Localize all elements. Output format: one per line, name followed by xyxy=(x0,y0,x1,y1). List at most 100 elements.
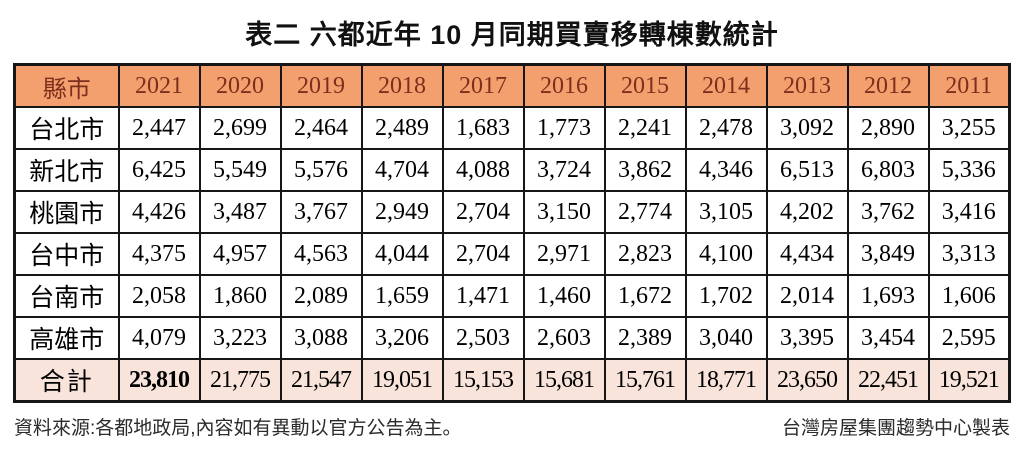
total-value-cell: 21,775 xyxy=(198,358,282,403)
value-cell: 2,489 xyxy=(360,106,444,150)
value-cell: 3,040 xyxy=(684,316,768,360)
value-cell: 1,693 xyxy=(846,274,930,318)
value-cell: 3,767 xyxy=(279,190,363,234)
table-title: 表二 六都近年 10 月同期買賣移轉棟數統計 xyxy=(245,20,779,50)
value-cell: 2,595 xyxy=(927,316,1011,360)
value-cell: 1,460 xyxy=(522,274,606,318)
value-cell: 4,375 xyxy=(117,232,201,276)
value-cell: 4,202 xyxy=(765,190,849,234)
value-cell: 2,058 xyxy=(117,274,201,318)
value-cell: 1,672 xyxy=(603,274,687,318)
year-header: 2013 xyxy=(765,63,849,108)
city-label: 高雄市 xyxy=(13,316,120,360)
value-cell: 3,762 xyxy=(846,190,930,234)
total-value-cell: 15,761 xyxy=(603,358,687,403)
value-cell: 3,487 xyxy=(198,190,282,234)
value-cell: 5,549 xyxy=(198,148,282,192)
year-header: 2021 xyxy=(117,63,201,108)
value-cell: 3,849 xyxy=(846,232,930,276)
year-header: 2016 xyxy=(522,63,606,108)
value-cell: 2,704 xyxy=(441,190,525,234)
statistics-table: 縣市 2021 2020 2019 2018 2017 2016 2015 20… xyxy=(13,63,1011,403)
credit-note: 台灣房屋集團趨勢中心製表 xyxy=(781,418,1010,439)
value-cell: 2,447 xyxy=(117,106,201,150)
table-row: 台南市 2,058 1,860 2,089 1,659 1,471 1,460 … xyxy=(13,274,1011,318)
value-cell: 3,255 xyxy=(927,106,1011,150)
corner-header: 縣市 xyxy=(13,63,120,108)
value-cell: 3,313 xyxy=(927,232,1011,276)
value-cell: 4,957 xyxy=(198,232,282,276)
value-cell: 2,089 xyxy=(279,274,363,318)
value-cell: 2,241 xyxy=(603,106,687,150)
total-value-cell: 23,650 xyxy=(765,358,849,403)
value-cell: 3,454 xyxy=(846,316,930,360)
total-label: 合計 xyxy=(13,358,120,403)
value-cell: 3,105 xyxy=(684,190,768,234)
value-cell: 2,949 xyxy=(360,190,444,234)
city-label: 台北市 xyxy=(13,106,120,150)
value-cell: 3,088 xyxy=(279,316,363,360)
year-header: 2019 xyxy=(279,63,363,108)
value-cell: 3,223 xyxy=(198,316,282,360)
year-header: 2015 xyxy=(603,63,687,108)
value-cell: 3,092 xyxy=(765,106,849,150)
value-cell: 3,862 xyxy=(603,148,687,192)
total-value-cell: 21,547 xyxy=(279,358,363,403)
value-cell: 2,704 xyxy=(441,232,525,276)
value-cell: 3,416 xyxy=(927,190,1011,234)
value-cell: 1,683 xyxy=(441,106,525,150)
value-cell: 2,464 xyxy=(279,106,363,150)
total-value-cell: 19,521 xyxy=(927,358,1011,403)
value-cell: 2,971 xyxy=(522,232,606,276)
city-label: 台南市 xyxy=(13,274,120,318)
value-cell: 6,803 xyxy=(846,148,930,192)
value-cell: 1,860 xyxy=(198,274,282,318)
value-cell: 2,478 xyxy=(684,106,768,150)
value-cell: 4,088 xyxy=(441,148,525,192)
value-cell: 1,606 xyxy=(927,274,1011,318)
source-note: 資料來源:各都地政局,內容如有異動以官方公告為主。 xyxy=(14,418,462,439)
value-cell: 2,890 xyxy=(846,106,930,150)
table-row: 桃園市 4,426 3,487 3,767 2,949 2,704 3,150 … xyxy=(13,190,1011,234)
value-cell: 2,823 xyxy=(603,232,687,276)
year-header: 2018 xyxy=(360,63,444,108)
value-cell: 1,659 xyxy=(360,274,444,318)
value-cell: 4,079 xyxy=(117,316,201,360)
city-label: 桃園市 xyxy=(13,190,120,234)
total-row: 合計 23,810 21,775 21,547 19,051 15,153 15… xyxy=(13,358,1011,403)
value-cell: 4,044 xyxy=(360,232,444,276)
value-cell: 3,206 xyxy=(360,316,444,360)
value-cell: 4,346 xyxy=(684,148,768,192)
year-header: 2014 xyxy=(684,63,768,108)
value-cell: 2,014 xyxy=(765,274,849,318)
value-cell: 1,702 xyxy=(684,274,768,318)
table-row: 台北市 2,447 2,699 2,464 2,489 1,683 1,773 … xyxy=(13,106,1011,150)
total-value-cell: 22,451 xyxy=(846,358,930,403)
value-cell: 3,395 xyxy=(765,316,849,360)
year-header: 2012 xyxy=(846,63,930,108)
value-cell: 5,336 xyxy=(927,148,1011,192)
footer: 資料來源:各都地政局,內容如有異動以官方公告為主。 台灣房屋集團趨勢中心製表 xyxy=(14,413,1010,440)
value-cell: 4,100 xyxy=(684,232,768,276)
table-row: 高雄市 4,079 3,223 3,088 3,206 2,503 2,603 … xyxy=(13,316,1011,360)
value-cell: 4,426 xyxy=(117,190,201,234)
value-cell: 6,513 xyxy=(765,148,849,192)
value-cell: 2,603 xyxy=(522,316,606,360)
total-value-cell: 19,051 xyxy=(360,358,444,403)
value-cell: 1,773 xyxy=(522,106,606,150)
page: { "title": "表二 六都近年 10 月同期買賣移轉棟數統計", "ta… xyxy=(0,13,1024,473)
value-cell: 6,425 xyxy=(117,148,201,192)
value-cell: 4,704 xyxy=(360,148,444,192)
year-header: 2017 xyxy=(441,63,525,108)
value-cell: 2,774 xyxy=(603,190,687,234)
value-cell: 2,503 xyxy=(441,316,525,360)
value-cell: 3,150 xyxy=(522,190,606,234)
table-row: 新北市 6,425 5,549 5,576 4,704 4,088 3,724 … xyxy=(13,148,1011,192)
value-cell: 2,389 xyxy=(603,316,687,360)
value-cell: 4,434 xyxy=(765,232,849,276)
value-cell: 3,724 xyxy=(522,148,606,192)
value-cell: 2,699 xyxy=(198,106,282,150)
year-header: 2011 xyxy=(927,63,1011,108)
year-header: 2020 xyxy=(198,63,282,108)
total-value-cell: 15,681 xyxy=(522,358,606,403)
